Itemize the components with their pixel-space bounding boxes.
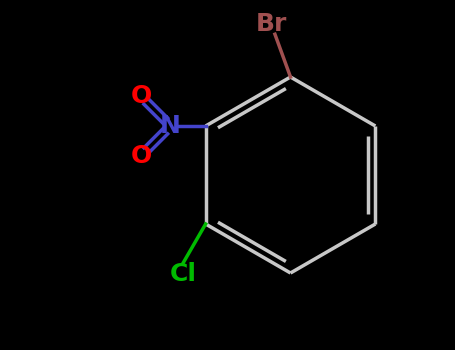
Text: N: N: [160, 114, 181, 138]
Text: Br: Br: [256, 12, 287, 36]
Text: O: O: [130, 144, 152, 168]
Text: O: O: [130, 84, 152, 108]
Text: Cl: Cl: [169, 262, 197, 286]
